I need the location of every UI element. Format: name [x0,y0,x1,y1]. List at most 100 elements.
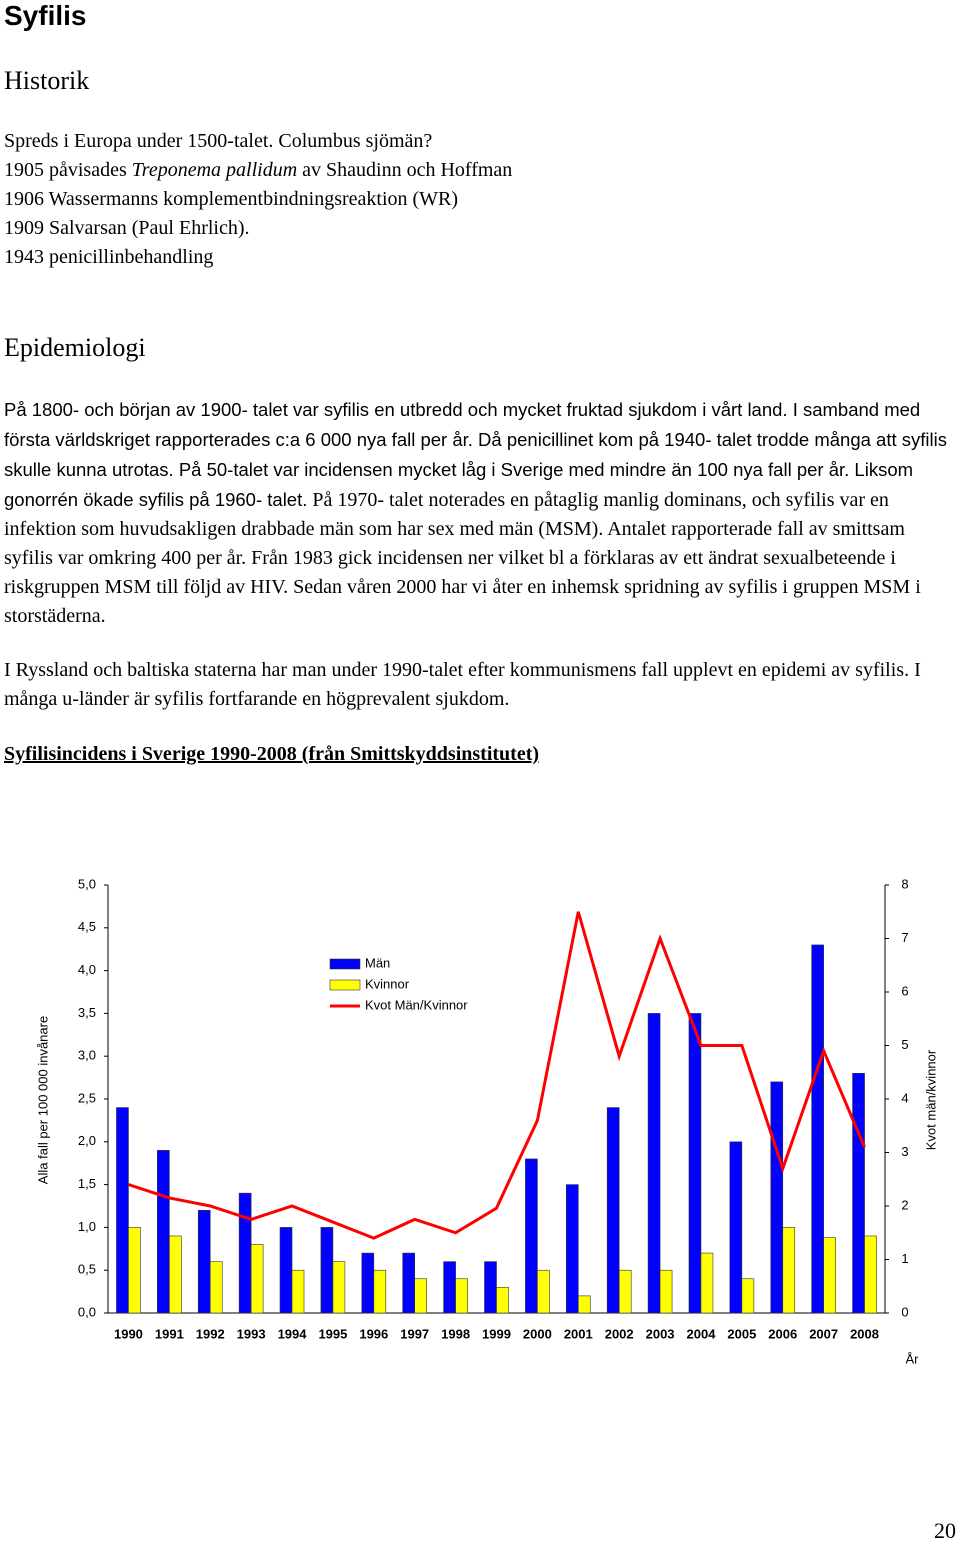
bar [332,1261,346,1314]
bar [209,1261,223,1314]
history-line: 1909 Salvarsan (Paul Ehrlich). [4,217,250,239]
x-tick-label: 1992 [196,1326,225,1341]
x-tick-label: 2006 [768,1326,797,1341]
bar [782,1227,796,1314]
y-tick-label: 5,0 [78,876,96,891]
x-tick-label: 1999 [482,1326,511,1341]
y2-tick-label: 6 [901,983,908,998]
history-list: Spreds i Europa under 1500-talet. Columb… [4,127,512,272]
bar [811,944,824,1314]
x-tick-label: 2001 [564,1326,593,1341]
y-tick-label: 4,5 [78,919,96,934]
bar [116,1107,129,1314]
y2-tick-label: 8 [901,876,908,891]
bar [291,1269,305,1314]
bar [169,1235,182,1314]
x-tick-label: 2002 [605,1326,634,1341]
y2-tick-label: 0 [901,1304,908,1319]
bar [823,1237,836,1314]
bar [443,1261,456,1314]
x-tick-label: 2005 [727,1326,756,1341]
history-line: 1905 påvisades Treponema pallidum av Sha… [4,156,512,185]
bar [688,1013,702,1314]
bar [525,1158,538,1314]
x-tick-label: 2008 [850,1326,879,1341]
text: På 1970- talet noterades en påtaglig man… [4,489,921,627]
legend-swatch [329,958,361,970]
bar [279,1227,293,1314]
y-tick-label: 0,0 [78,1304,96,1319]
bar [700,1252,714,1314]
history-line: 1943 penicillinbehandling [4,246,214,268]
x-tick-label: 1998 [441,1326,470,1341]
y-tick-label: 2,5 [78,1090,96,1105]
bar [606,1107,620,1314]
species-name: Treponema pallidum [131,159,298,181]
y2-tick-label: 3 [901,1144,908,1159]
y2-axis-title: Kvot män/kvinnor [923,1049,938,1150]
x-axis-title: År [906,1351,920,1366]
bar [484,1261,497,1314]
history-line: 1906 Wassermanns komplementbindningsreak… [4,188,459,210]
text: På 1800- och början av 1900- talet var s… [4,399,947,510]
x-tick-label: 1997 [400,1326,429,1341]
x-tick-label: 1993 [237,1326,266,1341]
section-heading: Historik [4,66,90,95]
page-number: 20 [934,1518,956,1543]
x-tick-label: 1995 [318,1326,347,1341]
bar [250,1244,264,1314]
x-tick-label: 1990 [114,1326,143,1341]
bar [852,1073,865,1314]
y-tick-label: 3,0 [78,1048,96,1063]
x-tick-label: 2007 [809,1326,838,1341]
y2-tick-label: 7 [901,930,908,945]
y-axis-title: Alla fall per 100 000 invånare [35,1016,50,1184]
y2-tick-label: 2 [901,1197,908,1212]
text: av Shaudinn och Hoffman [297,159,513,181]
bar [414,1278,428,1314]
y2-tick-label: 1 [901,1251,908,1266]
bar [320,1227,334,1314]
legend-label: Män [365,955,390,970]
y-tick-label: 1,0 [78,1219,96,1234]
bar [402,1252,416,1314]
chart-caption: Syfilisincidens i Sverige 1990-2008 (frå… [4,743,540,765]
bar [577,1295,591,1314]
bar [537,1269,550,1314]
y2-tick-label: 4 [901,1090,908,1105]
paragraph: I Ryssland och baltiska staterna har man… [4,656,956,714]
bar [729,1141,743,1314]
x-tick-label: 1991 [155,1326,184,1341]
x-tick-label: 2004 [687,1326,717,1341]
bar [659,1269,673,1314]
y-tick-label: 2,0 [78,1133,96,1148]
y-tick-label: 0,5 [78,1262,96,1277]
bar [618,1269,632,1314]
bar [565,1184,579,1314]
y-tick-label: 4,0 [78,962,96,977]
text: I Ryssland och baltiska staterna har man… [4,659,921,710]
section-heading: Epidemiologi [4,333,146,362]
bar [455,1278,468,1314]
bar [197,1209,211,1314]
bar [741,1278,755,1314]
bar [238,1192,252,1314]
bar [647,1013,661,1314]
text: 1905 påvisades [4,159,132,181]
paragraph: På 1800- och början av 1900- talet var s… [4,395,956,631]
bar [128,1227,141,1314]
bar [864,1235,877,1314]
x-tick-label: 2000 [523,1326,552,1341]
y-tick-label: 1,5 [78,1176,96,1191]
bar [373,1269,387,1314]
x-tick-label: 2003 [646,1326,675,1341]
bar [770,1081,784,1314]
bar [496,1287,509,1314]
bar [361,1252,375,1314]
bar [157,1150,170,1314]
legend-label: Kvinnor [365,976,410,991]
page-title: Syfilis [4,0,87,31]
legend-label: Kvot Män/Kvinnor [365,997,468,1012]
